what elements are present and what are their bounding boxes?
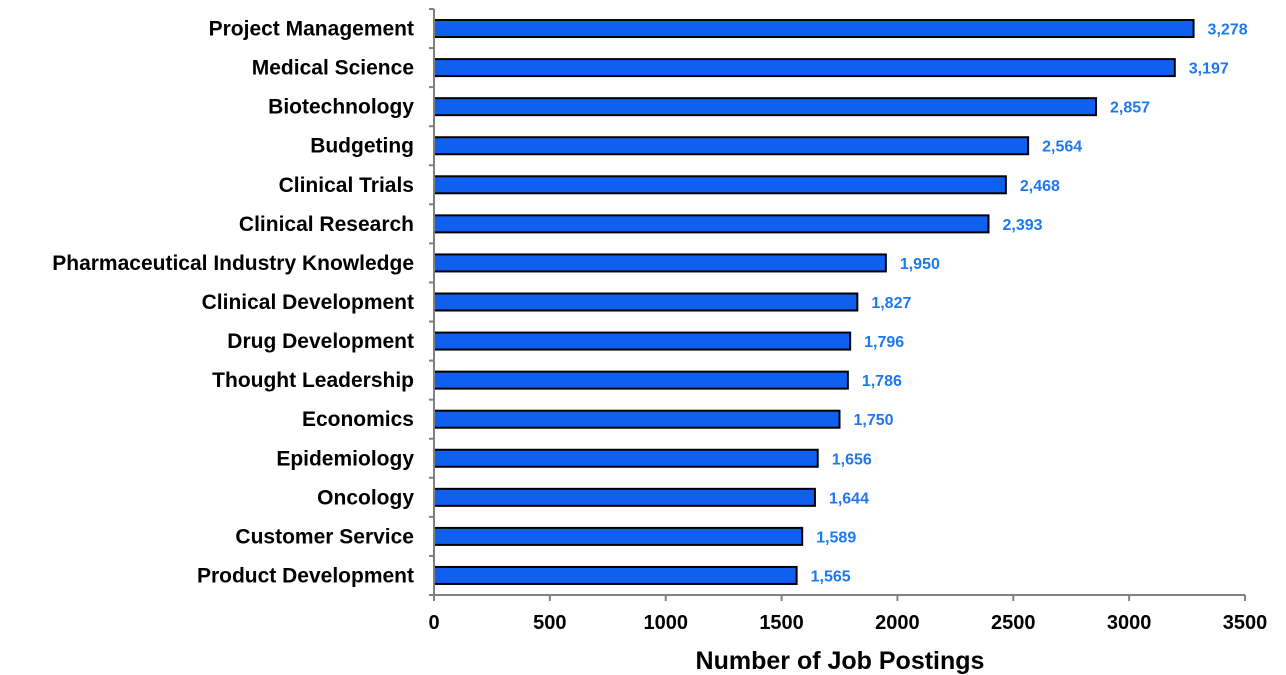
data-label: 1,796 <box>864 334 904 351</box>
axes: 0 500 1000 1500 2000 2500 3000 3500 <box>428 8 1268 634</box>
category-label: Project Management <box>209 18 414 41</box>
category-label: Medical Science <box>252 57 414 80</box>
data-labels: 3,278 3,197 2,857 2,564 2,468 2,393 1,950 1,827… <box>811 22 1248 586</box>
category-label: Epidemiology <box>276 447 414 470</box>
data-label: 1,827 <box>871 295 911 312</box>
bar <box>433 175 1007 195</box>
bar <box>433 370 849 390</box>
bar <box>433 214 990 234</box>
bar <box>433 487 816 507</box>
category-label: Budgeting <box>310 135 414 158</box>
bar <box>433 565 798 585</box>
category-labels: Project Management Medical Science Biotech… <box>52 18 414 588</box>
data-label: 1,565 <box>811 568 851 585</box>
x-tick-label: 3000 <box>1107 612 1152 634</box>
data-label: 3,197 <box>1189 61 1229 78</box>
data-label: 1,750 <box>854 412 894 429</box>
data-label: 1,950 <box>900 256 940 273</box>
bar <box>433 97 1098 117</box>
bar <box>433 292 859 312</box>
bar <box>433 58 1176 78</box>
x-tick-label: 3500 <box>1223 612 1268 634</box>
category-label: Customer Service <box>235 525 414 548</box>
category-label: Thought Leadership <box>212 369 414 392</box>
category-label: Pharmaceutical Industry Knowledge <box>52 252 414 275</box>
x-tick-label: 500 <box>533 612 566 634</box>
bar <box>433 409 841 429</box>
x-tick-label: 1000 <box>643 612 688 634</box>
data-label: 3,278 <box>1208 22 1248 39</box>
data-label: 1,786 <box>862 373 902 390</box>
category-label: Product Development <box>197 564 414 587</box>
bar <box>433 526 804 546</box>
category-label: Biotechnology <box>268 96 414 119</box>
bars-group <box>433 19 1195 585</box>
bar <box>433 331 852 351</box>
category-label: Clinical Trials <box>279 174 414 197</box>
x-tick-label: 2000 <box>875 612 920 634</box>
category-label: Drug Development <box>227 330 414 353</box>
data-label: 1,644 <box>829 490 869 507</box>
bar <box>433 253 887 273</box>
bar <box>433 19 1195 39</box>
data-label: 2,857 <box>1110 100 1150 117</box>
x-tick-label: 1500 <box>759 612 804 634</box>
x-axis-title: Number of Job Postings <box>696 647 985 675</box>
category-label: Economics <box>302 408 414 431</box>
data-label: 2,564 <box>1042 139 1082 156</box>
category-label: Clinical Development <box>202 291 414 314</box>
x-tick-label: 0 <box>428 612 439 634</box>
bar <box>433 136 1030 156</box>
data-label: 1,589 <box>816 529 856 546</box>
bar <box>433 448 819 468</box>
data-label: 1,656 <box>832 451 872 468</box>
data-label: 2,393 <box>1002 217 1042 234</box>
x-tick-label: 2500 <box>991 612 1036 634</box>
data-label: 2,468 <box>1020 178 1060 195</box>
category-label: Clinical Research <box>239 213 414 236</box>
category-label: Oncology <box>317 486 414 509</box>
